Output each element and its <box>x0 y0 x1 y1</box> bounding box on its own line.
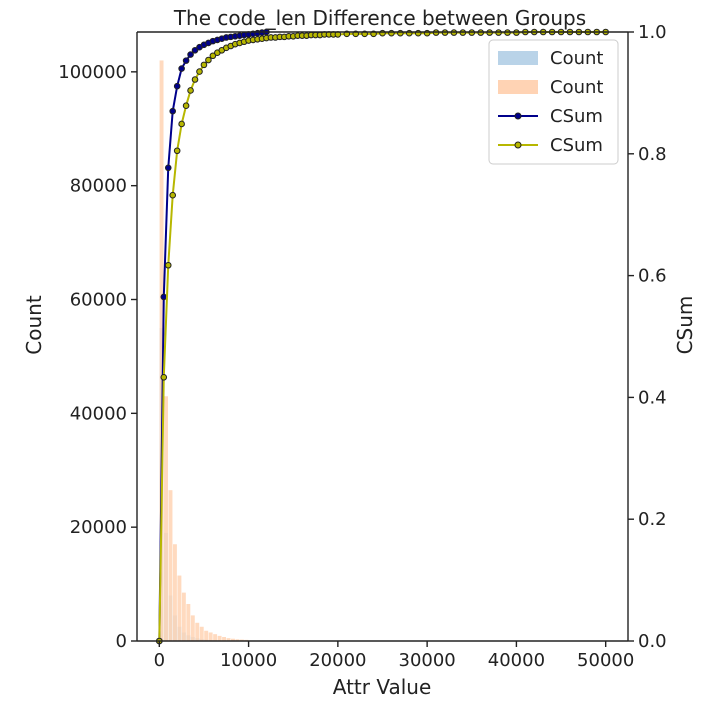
y-left-tick-label-0: 0 <box>116 631 127 652</box>
legend-swatch-0 <box>498 51 538 65</box>
legend-entry-3: CSum <box>498 135 603 156</box>
x-tick-label-1: 10000 <box>220 650 277 671</box>
csum-point-0-3 <box>169 107 177 115</box>
csum-point-1-4 <box>173 147 181 155</box>
csum-point-0-8 <box>191 46 199 54</box>
y-right-tick-label-3: 0.6 <box>638 266 667 287</box>
bar-series1-4 <box>177 575 182 641</box>
csum-point-1-5 <box>178 120 185 128</box>
legend-label-2: CSum <box>550 106 603 127</box>
x-axis-title: Attr Value <box>333 675 432 699</box>
csum-point-1-3 <box>169 191 177 199</box>
bar-series1-16 <box>231 638 235 641</box>
bar-series1-13 <box>217 635 222 641</box>
bar-series1-17 <box>235 639 240 641</box>
y-right-tick-label-2: 0.4 <box>638 387 667 408</box>
legend-entry-0: Count <box>498 48 603 69</box>
bar-series1-1 <box>164 396 168 641</box>
y-left-tick-label-4: 80000 <box>70 176 127 197</box>
csum-point-0-5 <box>178 65 185 72</box>
bar-series1-10 <box>204 630 209 641</box>
histogram-series-1 <box>159 60 249 641</box>
csum-point-1-10 <box>200 61 208 69</box>
y-right-axis-title: CSum <box>673 296 697 355</box>
axes: 0 10000 20000 30000 40000 50000 0 20000 40000 600… <box>58 22 666 671</box>
bar-series1-0 <box>159 60 164 641</box>
legend: Count Count CSum CSum <box>488 39 619 165</box>
y-left-tick-label-5: 100000 <box>58 62 127 83</box>
csum-point-1-1 <box>160 374 168 381</box>
csum-point-1-49 <box>414 29 422 37</box>
x-tick-label-2: 20000 <box>309 650 366 671</box>
csum-point-0-7 <box>187 51 194 58</box>
histogram-bars <box>159 60 249 641</box>
legend-label-1: Count <box>550 77 603 98</box>
y-right-tick-label-0: 0.0 <box>638 631 667 652</box>
bar-series1-9 <box>199 626 204 641</box>
bar-series1-18 <box>239 639 244 641</box>
x-tick-label-3: 30000 <box>399 650 456 671</box>
y-left-tick-label-2: 40000 <box>70 403 127 424</box>
bar-series1-7 <box>190 615 195 641</box>
y-right-tick-label-1: 0.2 <box>638 509 667 530</box>
y-left-axis-title: Count <box>22 295 46 355</box>
bar-series1-15 <box>226 638 231 641</box>
y-left-tick-label-1: 20000 <box>70 517 127 538</box>
csum-point-0-4 <box>173 82 181 90</box>
legend-label-0: Count <box>550 48 603 69</box>
csum-point-0-1 <box>160 293 168 301</box>
csum-point-1-9 <box>196 68 203 75</box>
csum-point-1-45 <box>379 29 386 37</box>
chart-title: The code_len Difference between Groups <box>173 6 586 30</box>
legend-entry-1: Count <box>498 77 603 98</box>
bar-series1-8 <box>195 622 200 641</box>
csum-point-1-47 <box>397 29 404 37</box>
x-tick-label-4: 40000 <box>488 650 545 671</box>
csum-point-0-2 <box>164 164 172 172</box>
x-tick-label-5: 50000 <box>577 650 634 671</box>
csum-point-1-12 <box>209 52 217 60</box>
csum-point-1-6 <box>182 102 190 109</box>
bar-series1-12 <box>213 634 218 641</box>
legend-marker-2 <box>514 112 522 120</box>
bar-series1-14 <box>222 637 227 641</box>
legend-entry-2: CSum <box>498 106 603 127</box>
csum-point-1-7 <box>187 87 194 94</box>
csum-point-1-2 <box>164 261 172 269</box>
legend-swatch-1 <box>498 80 538 94</box>
bar-series1-11 <box>208 632 213 641</box>
bar-series1-2 <box>168 490 173 641</box>
legend-box <box>488 39 619 165</box>
csum-point-1-46 <box>388 29 395 37</box>
y-left-tick-label-3: 60000 <box>70 290 127 311</box>
bar-series1-5 <box>181 592 186 641</box>
csum-point-1-11 <box>205 56 212 64</box>
legend-marker-3 <box>514 141 522 149</box>
csum-point-1-50 <box>423 29 431 37</box>
bar-series1-6 <box>186 604 191 641</box>
x-tick-label-0: 0 <box>154 650 165 671</box>
y-right-tick-label-5: 1.0 <box>638 22 667 43</box>
legend-label-3: CSum <box>550 135 603 156</box>
bar-series1-3 <box>172 544 177 641</box>
csum-point-1-8 <box>191 76 199 83</box>
histogram-series-0 <box>159 327 218 641</box>
y-right-tick-label-4: 0.8 <box>638 144 667 165</box>
csum-point-1-48 <box>405 29 413 37</box>
csum-point-0-6 <box>182 57 190 64</box>
